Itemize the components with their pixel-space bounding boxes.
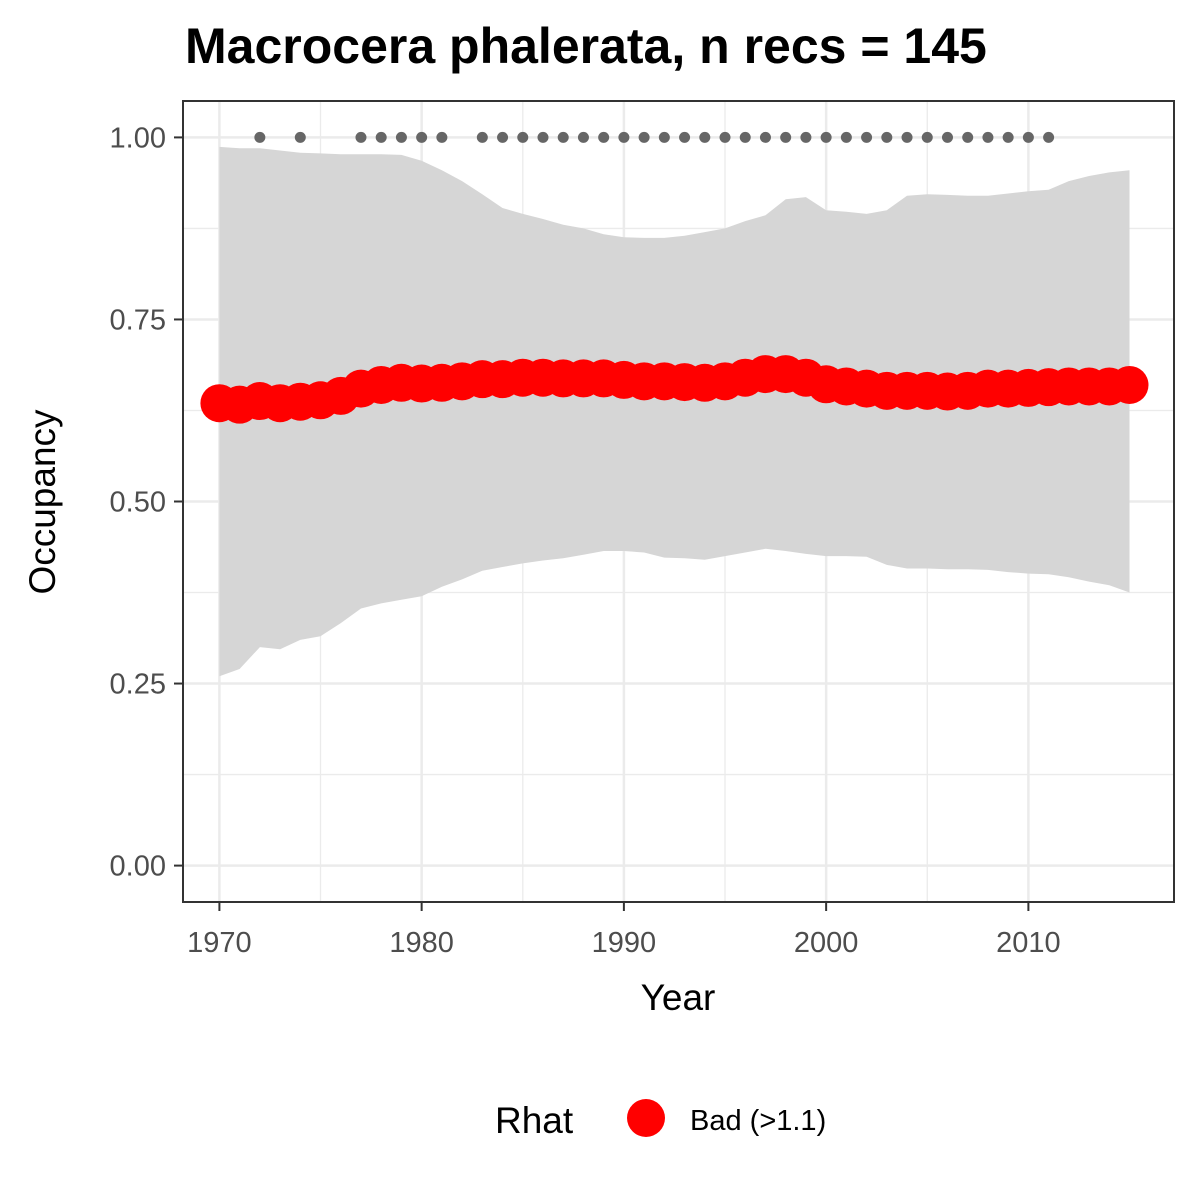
- record-year-marker: [1022, 131, 1034, 143]
- y-tick-label: 1.00: [110, 122, 166, 154]
- y-axis-title: Occupancy: [22, 409, 63, 595]
- record-year-marker: [1002, 131, 1014, 143]
- record-year-marker: [395, 131, 407, 143]
- record-year-marker: [719, 131, 731, 143]
- x-tick-label: 1980: [389, 927, 454, 959]
- x-tick-label: 1970: [187, 927, 252, 959]
- record-year-marker: [476, 131, 488, 143]
- legend-title: Rhat: [495, 1100, 574, 1141]
- y-tick-label: 0.00: [110, 851, 166, 883]
- record-year-marker: [577, 131, 589, 143]
- chart-title: Macrocera phalerata, n recs = 145: [185, 18, 987, 74]
- x-tick-label: 2010: [996, 927, 1061, 959]
- record-year-marker: [537, 131, 549, 143]
- record-year-marker: [699, 131, 711, 143]
- record-year-marker: [962, 131, 974, 143]
- confidence-ribbon-layer: [219, 146, 1130, 677]
- record-year-marker: [598, 131, 610, 143]
- x-axis: 1970 1980 1990 2000 2010: [187, 902, 1061, 959]
- record-year-marker: [679, 131, 691, 143]
- record-year-marker: [355, 131, 367, 143]
- confidence-ribbon: [219, 146, 1130, 677]
- record-year-marker: [294, 131, 306, 143]
- y-axis: 0.00 0.25 0.50 0.75 1.00: [110, 122, 183, 883]
- record-year-marker: [497, 131, 509, 143]
- record-year-marker: [861, 131, 873, 143]
- record-year-marker: [759, 131, 771, 143]
- record-year-marker: [375, 131, 387, 143]
- record-year-marker: [739, 131, 751, 143]
- record-year-marker: [840, 131, 852, 143]
- y-tick-label: 0.50: [110, 487, 166, 519]
- legend-label-bad-rhat: Bad (>1.1): [690, 1105, 826, 1137]
- record-year-marker: [436, 131, 448, 143]
- record-year-marker: [901, 131, 913, 143]
- record-year-marker: [1043, 131, 1055, 143]
- x-axis-title: Year: [641, 977, 716, 1018]
- occupancy-point: [1110, 365, 1149, 404]
- record-year-marker: [416, 131, 428, 143]
- record-year-marker: [618, 131, 630, 143]
- record-year-marker: [254, 131, 266, 143]
- x-tick-label: 1990: [592, 927, 657, 959]
- x-tick-label: 2000: [794, 927, 859, 959]
- legend: Rhat Bad (>1.1): [495, 1099, 826, 1141]
- record-markers-layer: [254, 131, 1055, 143]
- record-year-marker: [820, 131, 832, 143]
- record-year-marker: [658, 131, 670, 143]
- record-year-marker: [780, 131, 792, 143]
- series-points-layer: [200, 355, 1149, 424]
- y-tick-label: 0.25: [110, 669, 166, 701]
- record-year-marker: [941, 131, 953, 143]
- y-tick-label: 0.75: [110, 304, 166, 336]
- record-year-marker: [921, 131, 933, 143]
- record-year-marker: [517, 131, 529, 143]
- record-year-marker: [982, 131, 994, 143]
- record-year-marker: [638, 131, 650, 143]
- legend-key-bad-rhat: [627, 1099, 665, 1137]
- record-year-marker: [800, 131, 812, 143]
- record-year-marker: [881, 131, 893, 143]
- record-year-marker: [557, 131, 569, 143]
